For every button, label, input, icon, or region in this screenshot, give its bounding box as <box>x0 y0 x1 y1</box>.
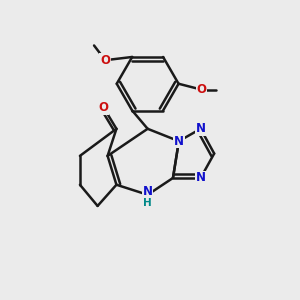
Text: H: H <box>143 198 152 208</box>
Text: N: N <box>174 135 184 148</box>
Text: O: O <box>100 54 110 67</box>
Text: N: N <box>196 122 206 135</box>
Text: O: O <box>196 83 206 96</box>
Text: N: N <box>142 185 153 198</box>
Text: N: N <box>196 172 206 184</box>
Text: O: O <box>98 101 109 114</box>
